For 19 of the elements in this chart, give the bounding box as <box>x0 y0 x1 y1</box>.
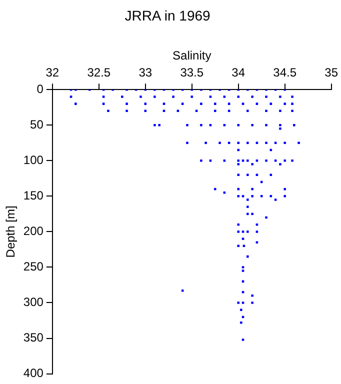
y-tick-label: 350 <box>23 330 44 345</box>
y-tick-label: 150 <box>23 188 44 202</box>
chart-title: JRRA in 1969 <box>124 7 211 24</box>
y-tick-label: 50 <box>30 117 44 132</box>
y-tick-label: 100 <box>23 152 44 167</box>
y-tick-label: 300 <box>23 295 44 310</box>
y-tick-label: 0 <box>36 82 44 96</box>
y-tick-label: 400 <box>23 366 44 380</box>
x-tick-label: 34.5 <box>273 66 297 80</box>
x-tick-label: 35 <box>324 66 338 80</box>
x-tick-label: 32 <box>46 66 60 80</box>
x-tick-label: 33.5 <box>180 66 204 80</box>
x-tick-label: 32.5 <box>87 66 111 80</box>
y-tick-label: 200 <box>23 224 44 238</box>
y-axis-title: Depth [m] <box>4 206 18 258</box>
y-tick-label: 250 <box>23 260 44 274</box>
x-tick-label: 34 <box>232 66 246 80</box>
x-tick-label: 33 <box>138 66 152 80</box>
x-axis-title: Salinity <box>172 48 212 62</box>
